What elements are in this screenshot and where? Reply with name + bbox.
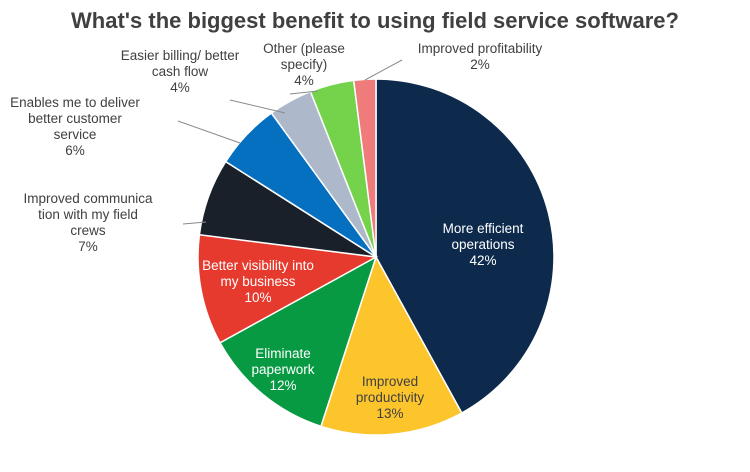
slice-category-label: Eliminate	[255, 346, 311, 361]
slice-category-label: paperwork	[251, 362, 314, 377]
leader-line	[182, 221, 207, 225]
leader-line	[229, 99, 286, 114]
slice-category-label: Improved communica	[23, 191, 153, 206]
slice-category-label: operations	[451, 237, 514, 252]
slice-category-label: crews	[70, 223, 106, 238]
slice-value-label: 10%	[244, 290, 271, 305]
chart-title: What's the biggest benefit to using fiel…	[71, 8, 679, 33]
slice-category-label: Improved profitability	[418, 41, 543, 56]
slice-category-label: Easier billing/ better	[121, 48, 240, 63]
pie-slice	[352, 78, 377, 258]
slice-value-label: 4%	[294, 73, 314, 88]
slice-value-label: 12%	[269, 378, 296, 393]
slice-value-label: 42%	[469, 253, 496, 268]
leader-line	[364, 59, 403, 81]
pie-slice	[375, 78, 555, 414]
slice-value-label: 6%	[65, 143, 85, 158]
pie-slice	[320, 255, 463, 436]
pie-slice	[197, 233, 379, 344]
slice-category-label: cash flow	[152, 64, 209, 79]
slice-value-label: 7%	[78, 239, 98, 254]
slice-category-label: Enables me to deliver	[10, 95, 140, 110]
leader-line	[177, 120, 241, 144]
slice-category-label: tion with my field	[38, 207, 138, 222]
pie-slices	[197, 78, 555, 436]
pie-slice	[219, 255, 378, 428]
slice-category-label: Improved	[362, 374, 418, 389]
slice-category-label: More efficient	[443, 221, 524, 236]
slice-category-label: better customer	[28, 111, 122, 126]
slice-category-label: my business	[220, 274, 295, 289]
slice-category-label: Other (please	[263, 41, 345, 56]
slice-value-label: 2%	[470, 57, 490, 72]
slice-category-label: productivity	[356, 390, 425, 405]
leader-line	[289, 90, 319, 95]
slice-category-label: Better visibility into	[202, 258, 314, 273]
slice-value-label: 13%	[376, 406, 403, 421]
slice-value-label: 4%	[170, 80, 190, 95]
slice-category-label: service	[54, 127, 97, 142]
slice-category-label: specify)	[281, 57, 328, 72]
